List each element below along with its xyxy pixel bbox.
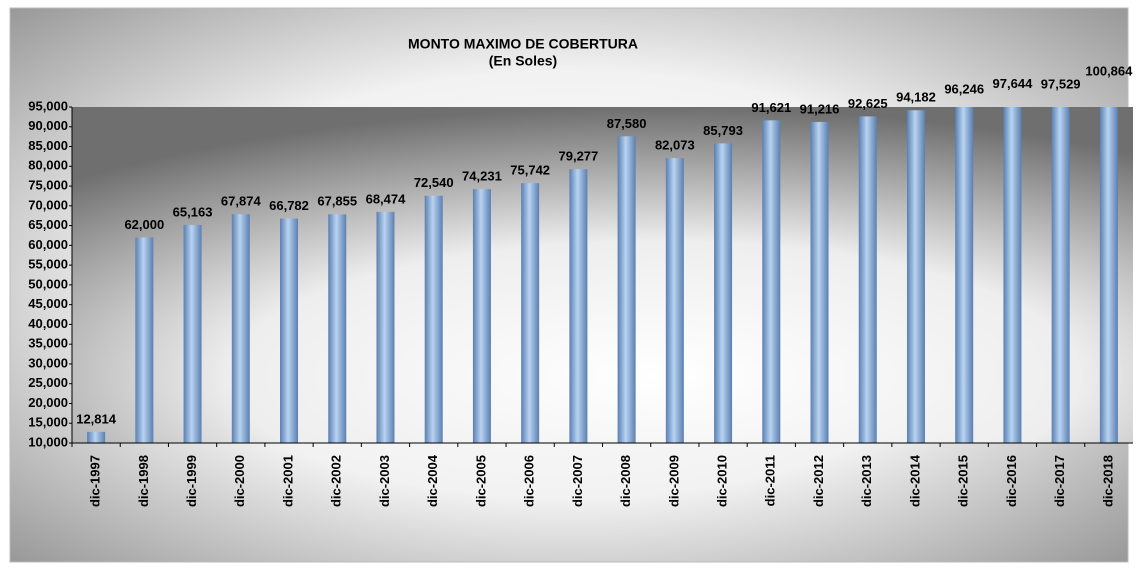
bar <box>328 214 347 443</box>
y-tick-label: 75,000 <box>28 177 68 192</box>
x-tick-label: dic-2002 <box>329 455 344 507</box>
value-label: 96,246 <box>944 82 984 97</box>
value-label: 12,814 <box>76 411 117 426</box>
value-label: 75,742 <box>510 163 550 178</box>
x-tick-label: dic-2006 <box>522 455 537 507</box>
value-label: 65,163 <box>173 204 213 219</box>
value-label: 79,277 <box>559 149 599 164</box>
x-tick-label: dic-2007 <box>570 455 585 507</box>
y-tick-label: 10,000 <box>28 434 68 449</box>
x-tick-label: dic-2013 <box>859 455 874 507</box>
value-label: 74,231 <box>462 169 502 184</box>
value-label: 85,793 <box>703 123 743 138</box>
value-label: 82,073 <box>655 138 695 153</box>
value-label: 87,580 <box>607 116 647 131</box>
value-label: 94,182 <box>896 90 936 105</box>
bar <box>376 211 395 443</box>
bar <box>714 143 733 443</box>
value-label: 67,855 <box>317 194 357 209</box>
y-tick-label: 80,000 <box>28 158 68 173</box>
bar <box>521 183 540 443</box>
bar <box>1099 107 1118 443</box>
bar <box>858 116 877 443</box>
bar <box>424 195 443 443</box>
y-tick-label: 85,000 <box>28 138 68 153</box>
x-tick-label: dic-2005 <box>473 455 488 507</box>
bar <box>569 169 588 443</box>
y-tick-label: 25,000 <box>28 375 68 390</box>
bar <box>955 107 974 443</box>
x-tick-label: dic-2004 <box>425 454 440 507</box>
value-label: 91,216 <box>800 101 840 116</box>
x-tick-label: dic-2012 <box>811 455 826 507</box>
value-label: 92,625 <box>848 96 888 111</box>
x-tick-label: dic-2017 <box>1052 455 1067 507</box>
bar <box>472 189 491 443</box>
bar <box>665 158 684 443</box>
value-label: 62,000 <box>124 217 164 232</box>
y-tick-label: 65,000 <box>28 217 68 232</box>
bars <box>87 107 1118 443</box>
chart-subtitle: (En Soles) <box>489 53 557 69</box>
y-tick-label: 60,000 <box>28 237 68 252</box>
x-tick-label: dic-2003 <box>377 455 392 507</box>
y-tick-label: 50,000 <box>28 276 68 291</box>
bar <box>135 237 154 443</box>
y-tick-label: 15,000 <box>28 415 68 430</box>
bar <box>906 110 925 443</box>
bar <box>1051 107 1070 443</box>
chart-title: MONTO MAXIMO DE COBERTURA <box>408 36 638 52</box>
value-label: 72,540 <box>414 175 454 190</box>
bar <box>87 431 106 443</box>
bar <box>280 218 299 443</box>
x-tick-label: dic-2001 <box>280 455 295 507</box>
y-tick-label: 55,000 <box>28 257 68 272</box>
plot-area <box>72 107 1133 443</box>
x-tick-label: dic-1997 <box>88 455 103 507</box>
bar <box>183 224 202 443</box>
y-tick-label: 35,000 <box>28 336 68 351</box>
value-label: 97,529 <box>1041 76 1081 91</box>
y-tick-label: 95,000 <box>28 98 68 113</box>
value-label: 66,782 <box>269 198 309 213</box>
value-label: 91,621 <box>751 100 791 115</box>
bar <box>810 121 829 443</box>
bar <box>1003 107 1022 443</box>
value-label: 68,474 <box>366 191 407 206</box>
x-tick-label: dic-2009 <box>666 455 681 507</box>
x-tick-label: dic-2010 <box>715 455 730 507</box>
bar <box>617 136 636 443</box>
y-tick-label: 40,000 <box>28 316 68 331</box>
x-tick-label: dic-2000 <box>232 455 247 507</box>
y-tick-label: 90,000 <box>28 118 68 133</box>
bar <box>762 120 781 443</box>
x-tick-label: dic-2008 <box>618 455 633 507</box>
x-tick-label: dic-2014 <box>907 454 922 507</box>
x-tick-label: dic-1999 <box>184 455 199 507</box>
value-label: 97,644 <box>993 76 1034 91</box>
y-tick-label: 30,000 <box>28 355 68 370</box>
x-tick-label: dic-2015 <box>956 455 971 507</box>
y-tick-label: 45,000 <box>28 296 68 311</box>
y-tick-label: 20,000 <box>28 395 68 410</box>
x-tick-label: dic-2011 <box>763 455 778 506</box>
value-label: 67,874 <box>221 194 262 209</box>
bar <box>231 214 250 443</box>
y-tick-label: 70,000 <box>28 197 68 212</box>
x-tick-label: dic-2018 <box>1100 455 1115 507</box>
value-label: 100,864 <box>1085 63 1133 78</box>
x-tick-label: dic-2016 <box>1004 455 1019 507</box>
x-tick-label: dic-1998 <box>136 455 151 507</box>
